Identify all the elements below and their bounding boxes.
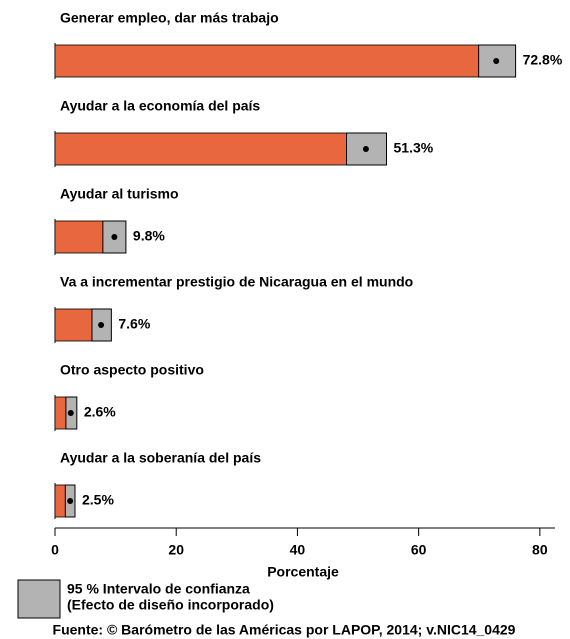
- legend-text: (Efecto de diseño incorporado): [67, 597, 274, 613]
- category-label: Ayudar a la soberanía del país: [60, 450, 261, 466]
- value-label: 2.5%: [82, 492, 114, 508]
- value-label: 51.3%: [394, 140, 434, 156]
- point-estimate: [67, 498, 74, 504]
- value-label: 7.6%: [118, 316, 150, 332]
- point-estimate: [98, 322, 105, 328]
- x-tick-label: 0: [51, 542, 59, 558]
- x-tick-label: 60: [411, 542, 427, 558]
- point-estimate: [67, 410, 74, 416]
- point-estimate: [362, 146, 369, 152]
- value-label: 9.8%: [133, 228, 165, 244]
- category-label: Ayudar al turismo: [60, 186, 179, 202]
- x-tick-label: 20: [168, 542, 184, 558]
- category-label: Ayudar a la economía del país: [60, 98, 260, 114]
- x-tick-label: 40: [290, 542, 306, 558]
- x-tick-label: 80: [532, 542, 548, 558]
- x-axis-label: Porcentaje: [267, 564, 339, 580]
- bar: [54, 132, 367, 166]
- value-label: 72.8%: [523, 52, 563, 68]
- legend-text: 95 % Intervalo de confianza: [67, 581, 250, 597]
- category-label: Generar empleo, dar más trabajo: [60, 10, 279, 26]
- category-label: Va a incrementar prestigio de Nicaragua …: [60, 274, 413, 290]
- point-estimate: [493, 58, 500, 64]
- value-label: 2.6%: [84, 404, 116, 420]
- source: Fuente: © Barómetro de las Américas por …: [53, 622, 516, 638]
- category-label: Otro aspecto positivo: [60, 362, 204, 378]
- point-estimate: [111, 234, 118, 240]
- legend-swatch: [17, 579, 61, 619]
- bar: [54, 44, 497, 78]
